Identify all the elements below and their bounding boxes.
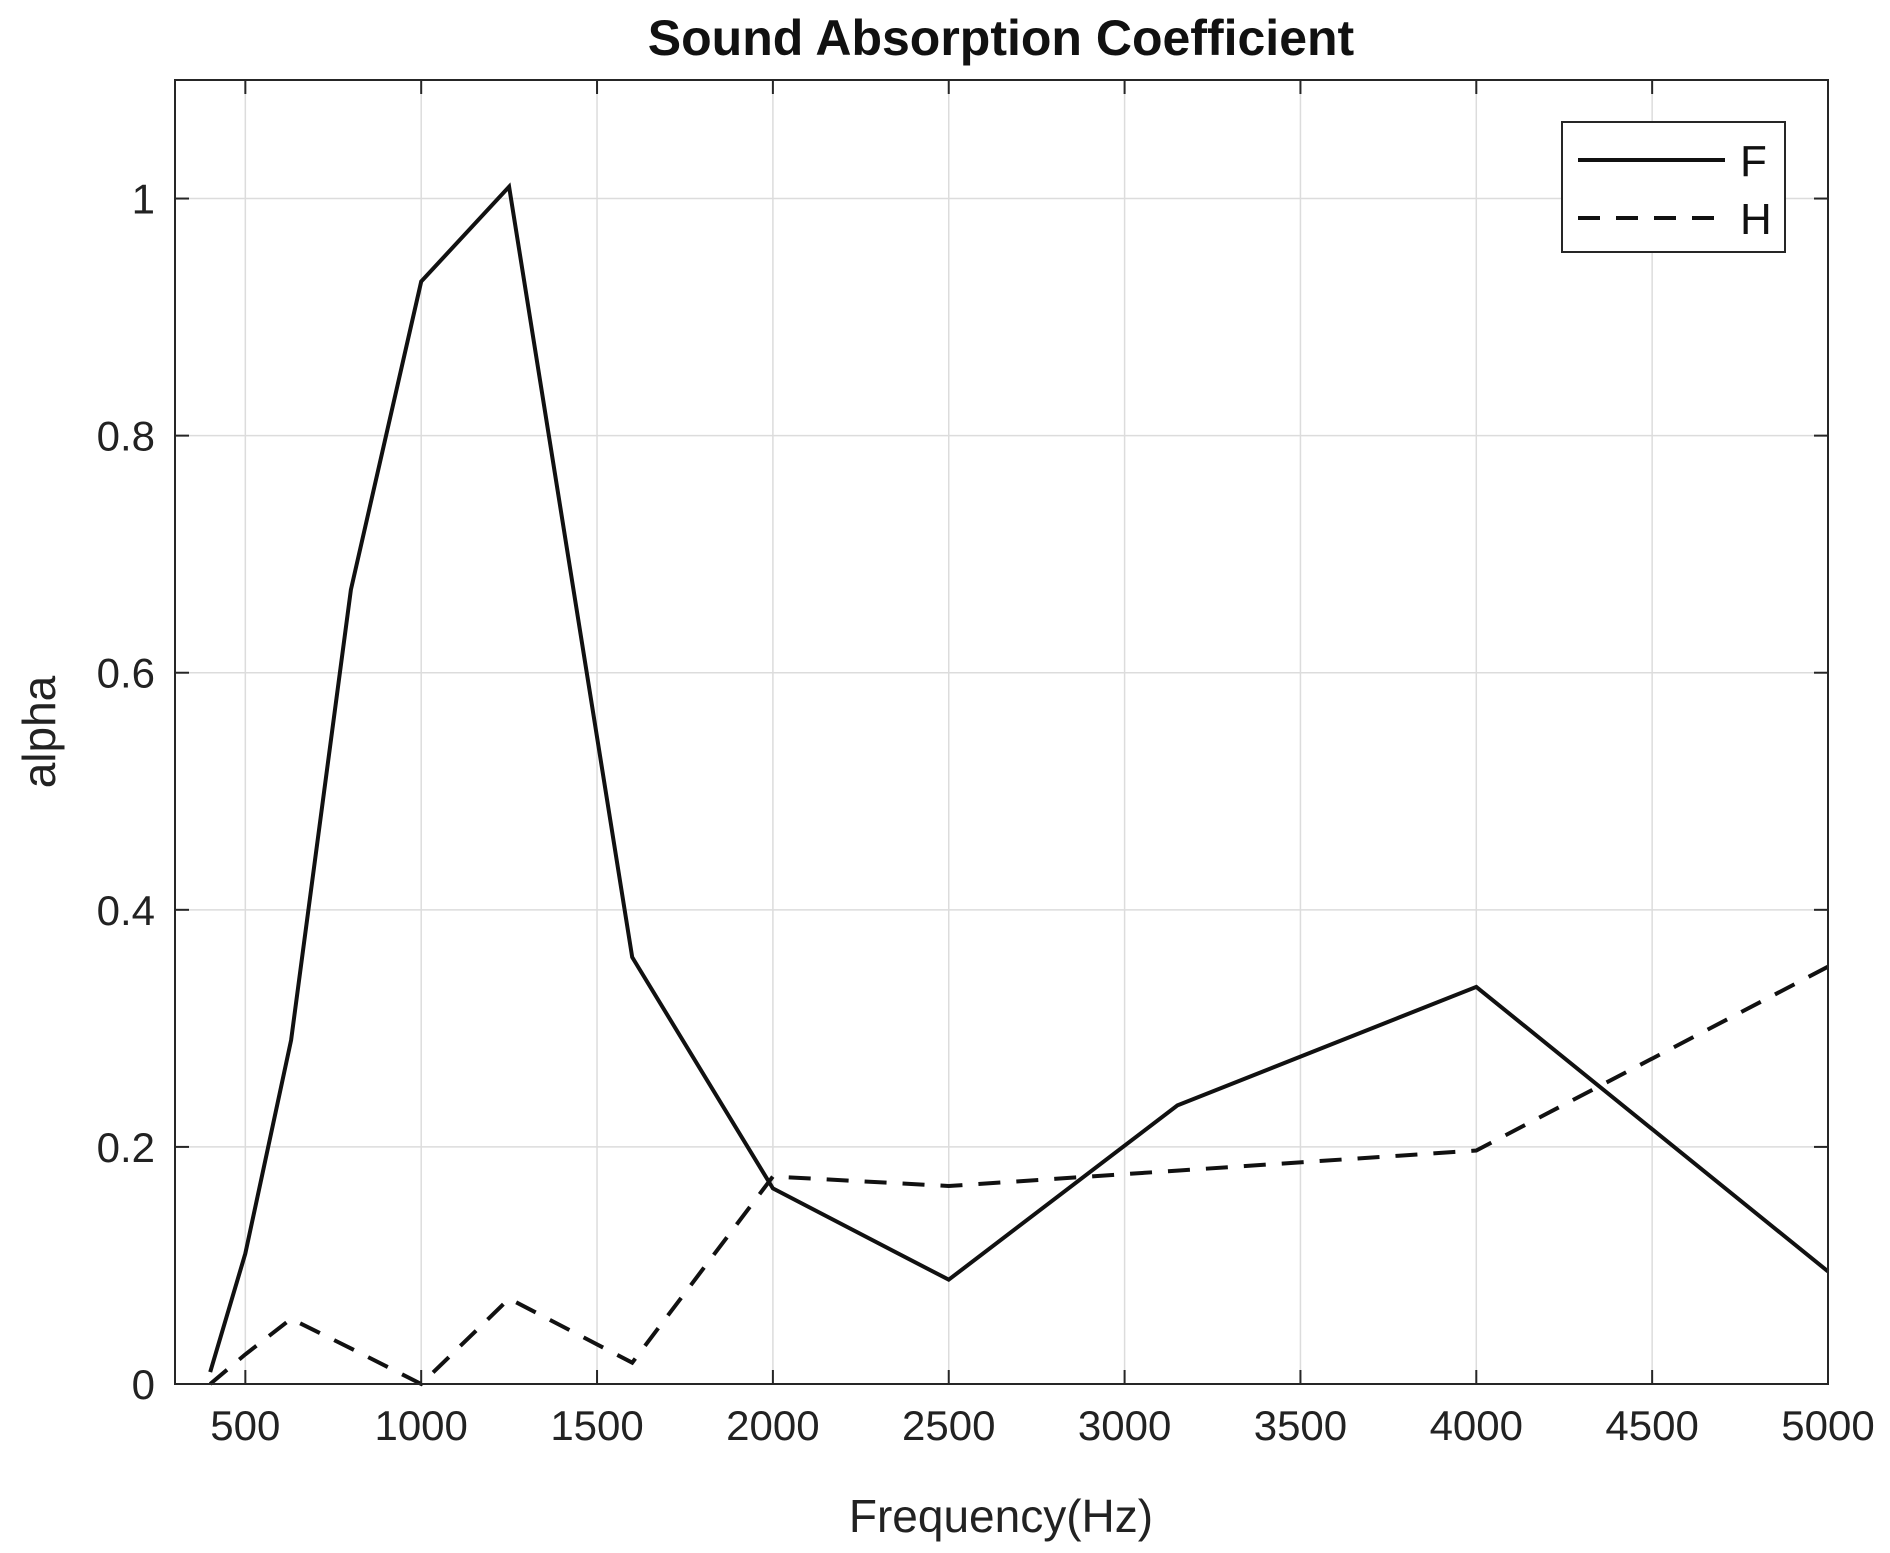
y-tick-label: 1	[132, 176, 155, 223]
x-tick-label: 5000	[1781, 1402, 1874, 1449]
y-tick-labels: 0 0.2 0.4 0.6 0.8 1	[97, 176, 155, 1408]
legend-box	[1561, 121, 1786, 253]
x-tick-label: 1000	[374, 1402, 467, 1449]
x-tick-label: 1500	[550, 1402, 643, 1449]
y-tick-label: 0.8	[97, 413, 155, 460]
series-line-f	[208, 182, 1830, 1373]
series-layer	[208, 182, 1830, 1387]
x-tick-labels: 500 1000 1500 2000 2500 3000 3500 4000 4500 5000	[210, 1402, 1874, 1449]
y-tick-label: 0.4	[97, 887, 155, 934]
x-tick-label: 3000	[1078, 1402, 1171, 1449]
plot-frame	[174, 79, 1829, 1385]
x-tick-label: 2000	[726, 1402, 819, 1449]
series-line-h	[208, 964, 1829, 1387]
legend-label-h: H	[1740, 195, 1772, 244]
legend-label-f: F	[1740, 137, 1767, 186]
x-tick-label: 4500	[1605, 1402, 1698, 1449]
x-tick-label: 3500	[1254, 1402, 1347, 1449]
y-axis-label: alpha	[13, 675, 65, 788]
chart-title: Sound Absorption Coefficient	[648, 10, 1355, 66]
x-tick-label: 500	[210, 1402, 280, 1449]
x-tick-label: 4000	[1430, 1402, 1523, 1449]
y-tick-label: 0	[132, 1361, 155, 1408]
grid	[175, 80, 1829, 1385]
x-axis-label: Frequency(Hz)	[849, 1490, 1153, 1542]
x-tick-label: 2500	[902, 1402, 995, 1449]
y-tick-label: 0.2	[97, 1124, 155, 1171]
y-tick-label: 0.6	[97, 650, 155, 697]
legend: F H	[1561, 121, 1786, 253]
ticks	[175, 80, 1829, 1385]
